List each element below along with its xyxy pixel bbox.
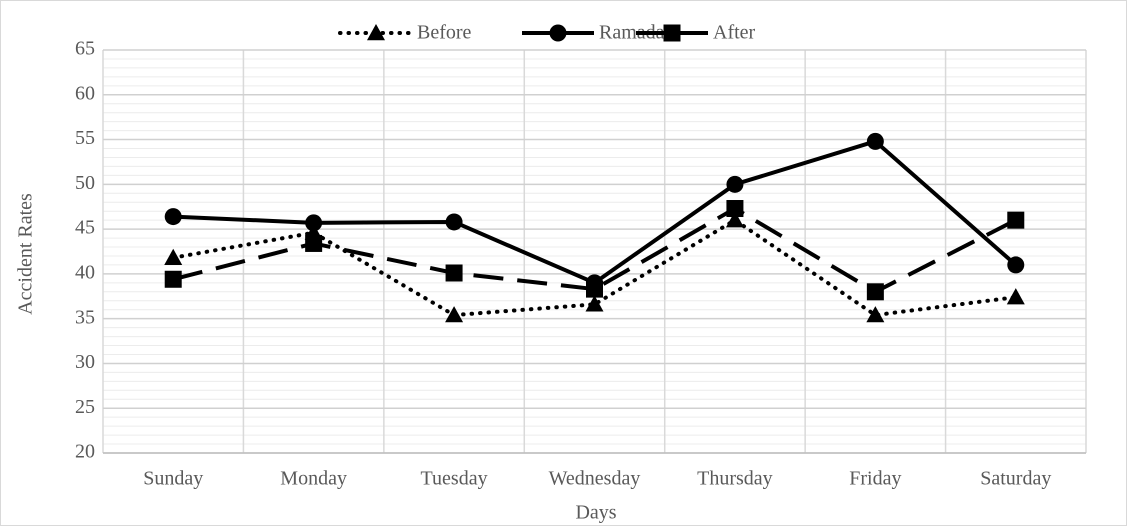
legend-label: Before [417,22,472,44]
data-point [866,132,884,150]
data-point [164,248,183,265]
x-tick-label: Tuesday [421,468,488,490]
data-point [726,175,744,193]
data-point [586,280,603,298]
data-point [726,200,744,218]
data-point [725,211,744,228]
x-axis-label: Days [575,502,616,524]
data-point [1007,256,1025,274]
data-point [164,270,182,288]
y-tick-label: 50 [75,172,95,194]
y-tick-label: 25 [75,396,95,418]
data-point [585,295,604,312]
legend-marker [663,24,681,42]
y-tick-label: 55 [75,127,95,149]
data-point [164,208,182,226]
x-tick-label: Wednesday [549,468,641,490]
legend-label: After [713,22,756,44]
data-point [445,213,463,231]
data-point [1006,288,1025,305]
data-point [866,306,885,323]
y-tick-label: 20 [75,441,95,463]
x-tick-label: Sunday [143,468,203,490]
y-axis-label: Accident Rates [15,193,37,315]
data-point [1007,211,1025,229]
x-tick-label: Saturday [980,468,1051,490]
legend-marker [367,24,385,41]
data-point [445,306,464,323]
data-point [305,234,323,252]
x-tick-label: Monday [280,468,347,490]
y-tick-label: 40 [75,261,95,283]
y-tick-label: 60 [75,82,95,104]
data-point [305,214,323,232]
legend-marker [549,24,567,42]
y-tick-label: 35 [75,306,95,328]
y-tick-label: 30 [75,351,95,373]
data-point [866,283,884,301]
x-tick-label: Thursday [697,468,773,490]
x-tick-label: Friday [849,468,901,490]
data-point [445,264,463,282]
y-tick-label: 45 [75,217,95,239]
y-tick-label: 65 [75,38,95,60]
